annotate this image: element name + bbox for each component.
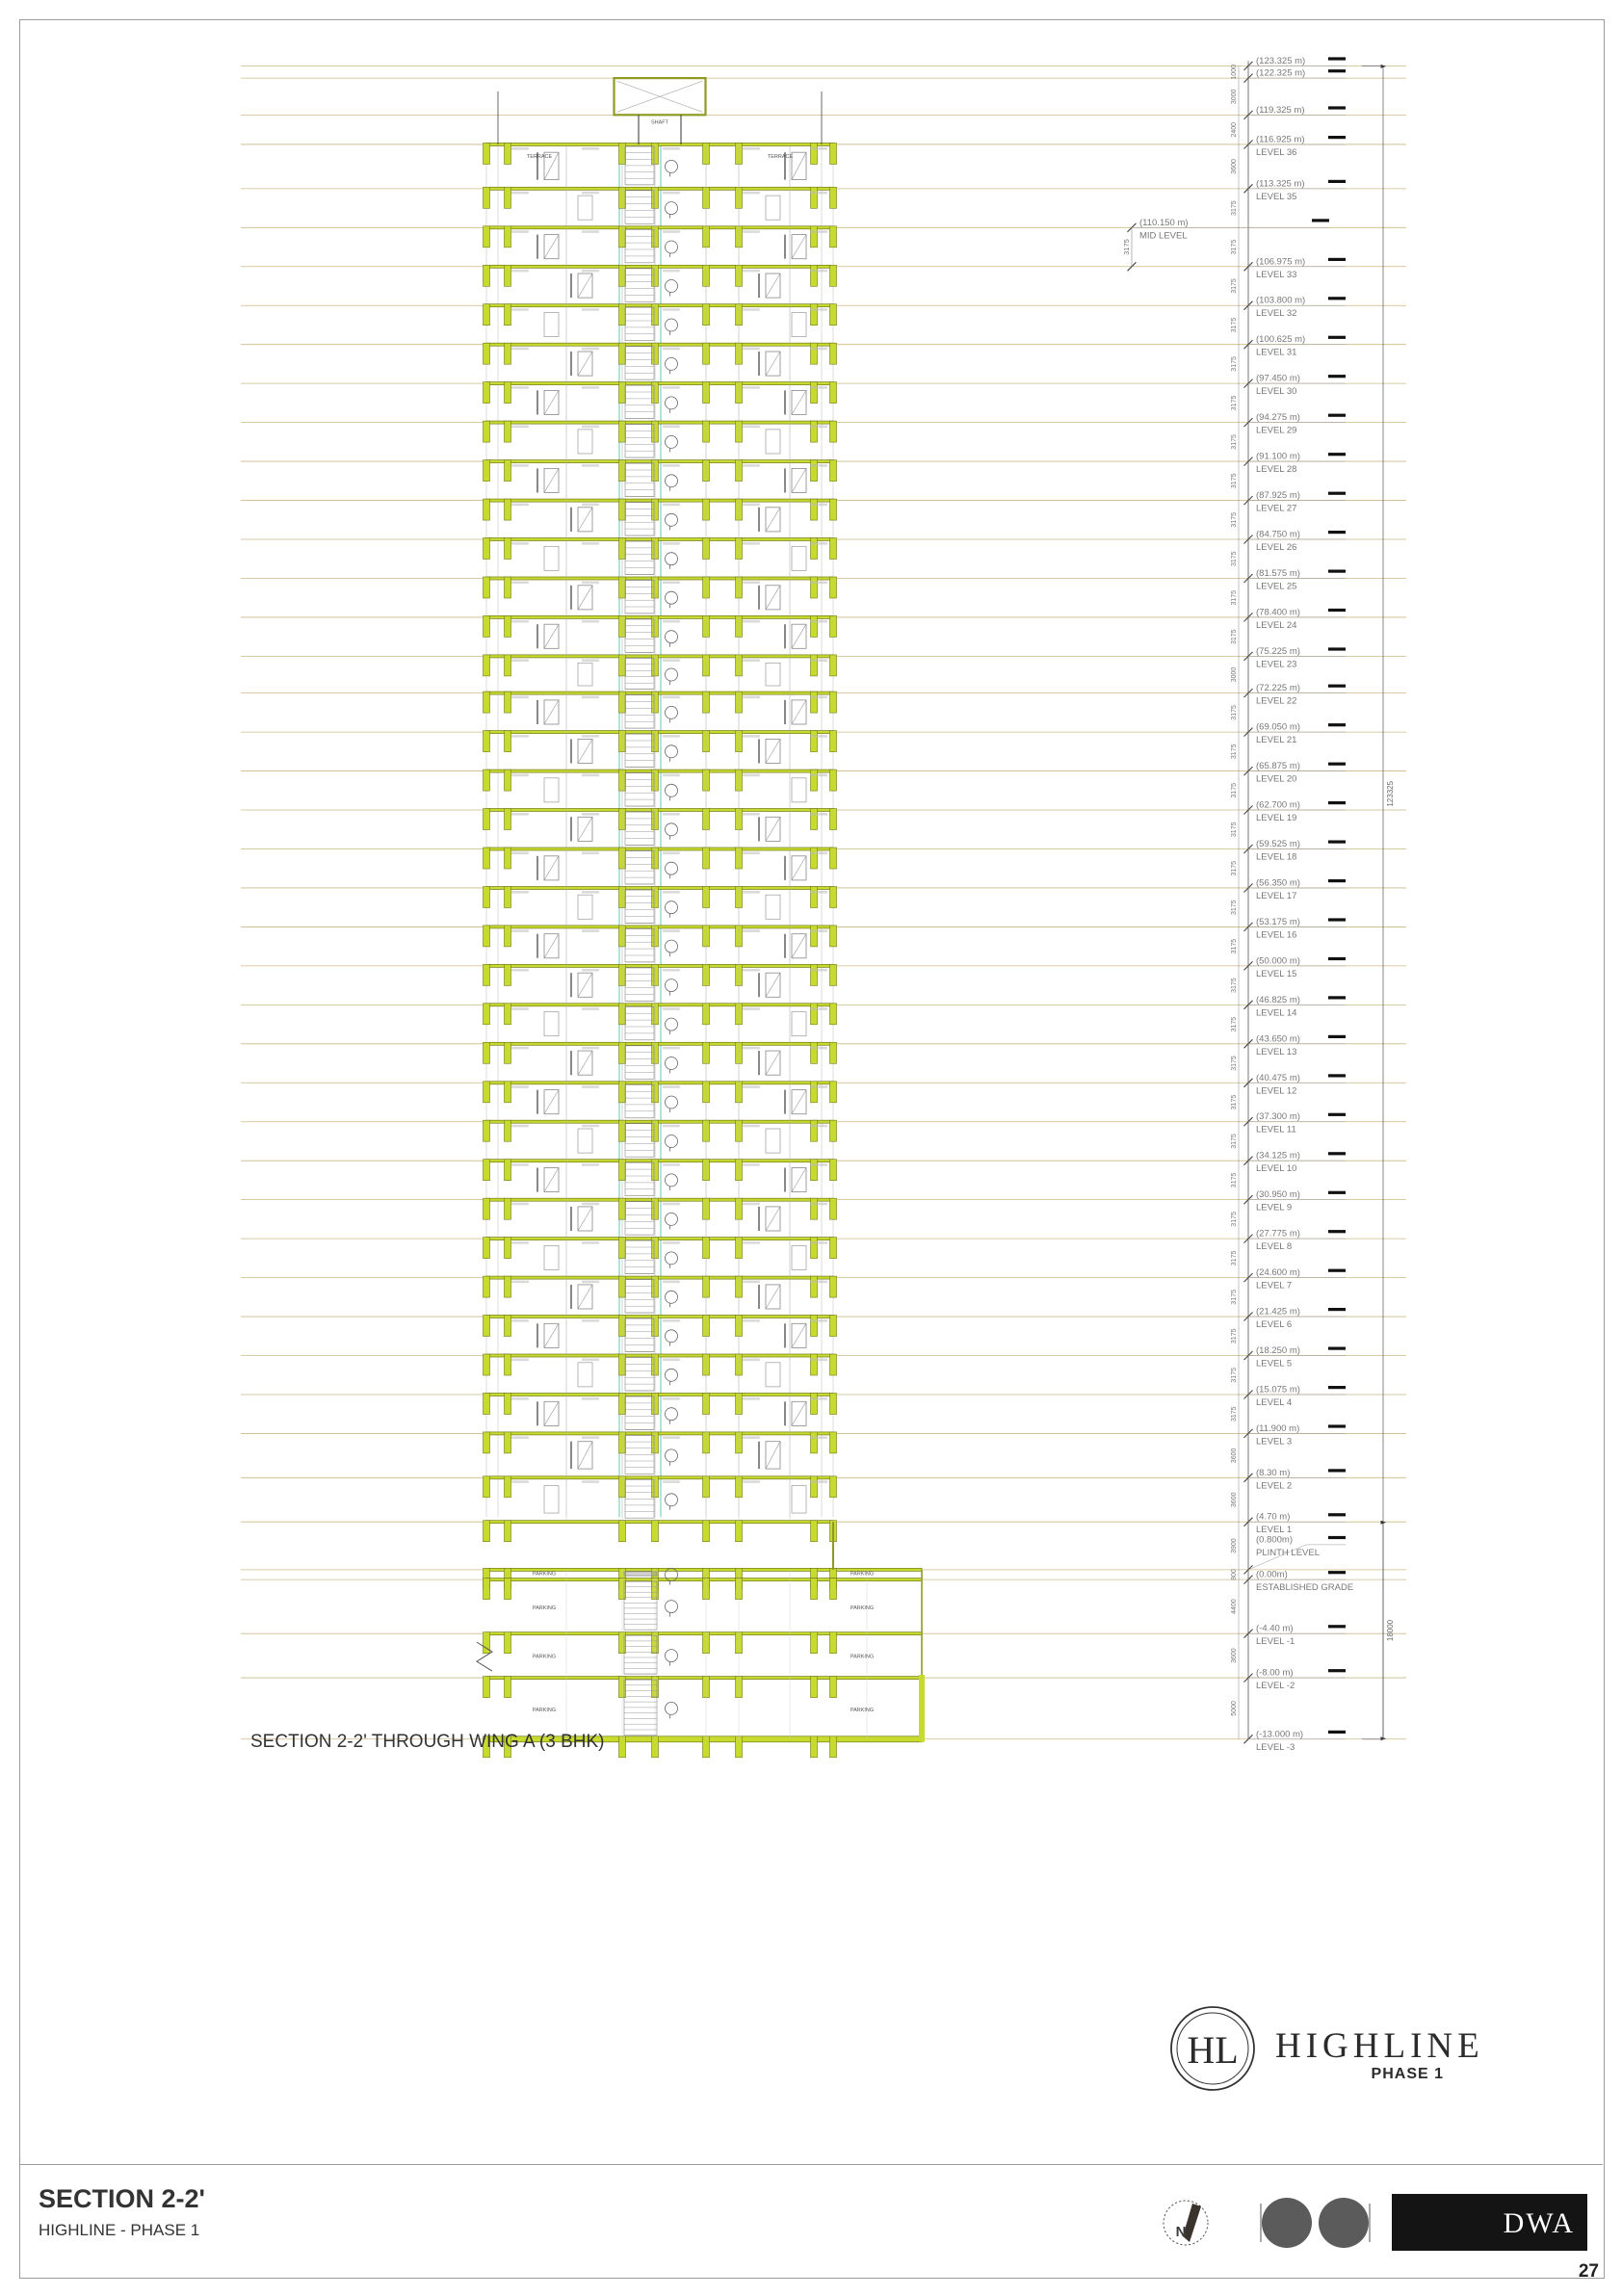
svg-text:HIGHLINE: HIGHLINE (1275, 2026, 1484, 2066)
svg-text:HL: HL (1187, 2028, 1238, 2072)
svg-text:PHASE 1: PHASE 1 (1372, 2066, 1444, 2082)
svg-text:DWA: DWA (1504, 2207, 1575, 2239)
svg-text:N: N (1176, 2224, 1187, 2240)
